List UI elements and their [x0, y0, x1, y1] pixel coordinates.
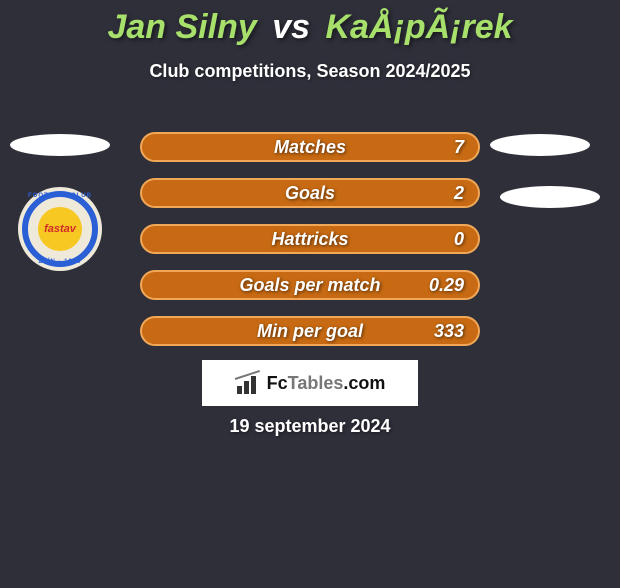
stat-label: Goals — [285, 183, 335, 204]
date-label: 19 september 2024 — [0, 416, 620, 437]
subtitle: Club competitions, Season 2024/2025 — [0, 61, 620, 82]
fctables-text: FcTables.com — [267, 373, 386, 394]
fctables-logo-box: FcTables.com — [202, 360, 418, 406]
club-badge-ring — [22, 191, 98, 267]
stat-row: Goals per match 0.29 — [140, 270, 480, 300]
stat-value: 0.29 — [429, 275, 464, 296]
fctables-fc: Fc — [267, 373, 288, 393]
club-badge: FOOTBALL CLUB fastav ZLÍN · 1919 — [18, 187, 102, 271]
stat-label: Goals per match — [239, 275, 380, 296]
bar-chart-icon — [235, 372, 261, 394]
stat-row: Matches 7 — [140, 132, 480, 162]
fctables-tables: Tables — [288, 373, 344, 393]
stat-value: 333 — [434, 321, 464, 342]
title-left: Jan Silny — [107, 8, 256, 46]
left-ellipse-1 — [10, 134, 110, 156]
stat-label: Min per goal — [257, 321, 363, 342]
comparison-title: Jan Silny vs KaÅ¡pÃ¡rek — [0, 8, 620, 47]
right-ellipse-2 — [500, 186, 600, 208]
stat-label: Hattricks — [271, 229, 348, 250]
stat-value: 0 — [454, 229, 464, 250]
stat-label: Matches — [274, 137, 346, 158]
stat-row: Hattricks 0 — [140, 224, 480, 254]
stat-value: 7 — [454, 137, 464, 158]
stat-value: 2 — [454, 183, 464, 204]
stat-rows: Matches 7 Goals 2 Hattricks 0 Goals per match 0… — [140, 132, 480, 362]
club-badge-text-top: FOOTBALL CLUB — [28, 193, 92, 199]
title-right: KaÅ¡pÃ¡rek — [325, 8, 512, 46]
right-ellipse-1 — [490, 134, 590, 156]
club-badge-text-bottom: ZLÍN · 1919 — [38, 259, 81, 265]
fctables-com: .com — [343, 373, 385, 393]
stat-row: Goals 2 — [140, 178, 480, 208]
title-vs: vs — [272, 8, 310, 46]
stat-row: Min per goal 333 — [140, 316, 480, 346]
